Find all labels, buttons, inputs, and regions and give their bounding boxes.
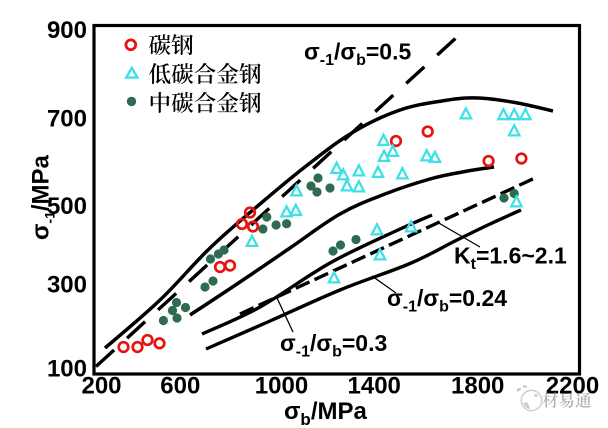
- svg-text:2200: 2200: [546, 373, 599, 400]
- svg-text:σb/MPa: σb/MPa: [284, 398, 367, 428]
- svg-text:300: 300: [47, 272, 87, 299]
- svg-text:1000: 1000: [255, 373, 308, 400]
- svg-text:100: 100: [47, 356, 87, 383]
- svg-text:σ-1/MPa: σ-1/MPa: [28, 154, 58, 240]
- svg-text:700: 700: [47, 106, 87, 133]
- svg-text:1800: 1800: [451, 373, 504, 400]
- svg-text:600: 600: [160, 373, 200, 400]
- svg-text:200: 200: [81, 373, 121, 400]
- svg-text:500: 500: [47, 193, 87, 220]
- svg-text:900: 900: [47, 17, 87, 44]
- svg-text:1400: 1400: [348, 373, 401, 400]
